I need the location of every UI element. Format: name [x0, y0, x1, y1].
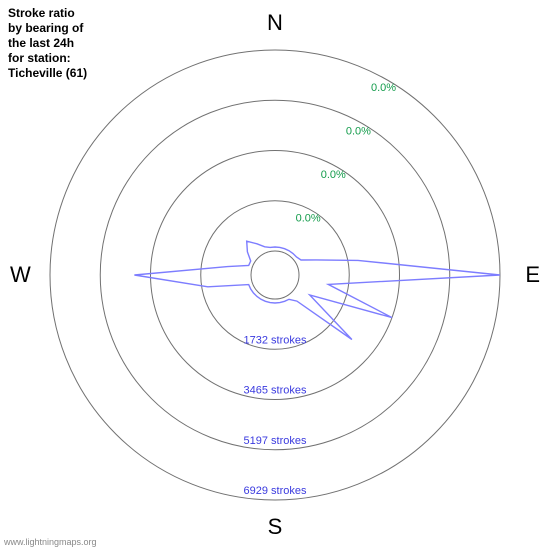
- ring-count-label: 5197 strokes: [244, 435, 307, 447]
- polar-chart: 1732 strokes 0.0% 3465 strokes 0.0% 5197 str…: [0, 0, 550, 550]
- ring-count-label: 6929 strokes: [244, 485, 307, 497]
- ring-count-label: 1732 strokes: [244, 334, 307, 346]
- grid-ring: [151, 151, 400, 400]
- ring-pct-label: 0.0%: [321, 169, 346, 181]
- ring-count-label: 3465 strokes: [244, 385, 307, 397]
- inner-ring: [251, 251, 299, 299]
- ring-pct-label: 0.0%: [346, 126, 371, 138]
- grid-ring: [50, 50, 500, 500]
- ring-pct-label: 0.0%: [371, 82, 396, 94]
- rose-outline: [134, 241, 500, 339]
- footer-attribution: www.lightningmaps.org: [4, 537, 97, 547]
- chart-container: Stroke ratio by bearing of the last 24h …: [0, 0, 550, 550]
- ring-pct-label: 0.0%: [296, 213, 321, 225]
- grid-ring: [100, 100, 450, 450]
- grid-ring: [201, 201, 350, 350]
